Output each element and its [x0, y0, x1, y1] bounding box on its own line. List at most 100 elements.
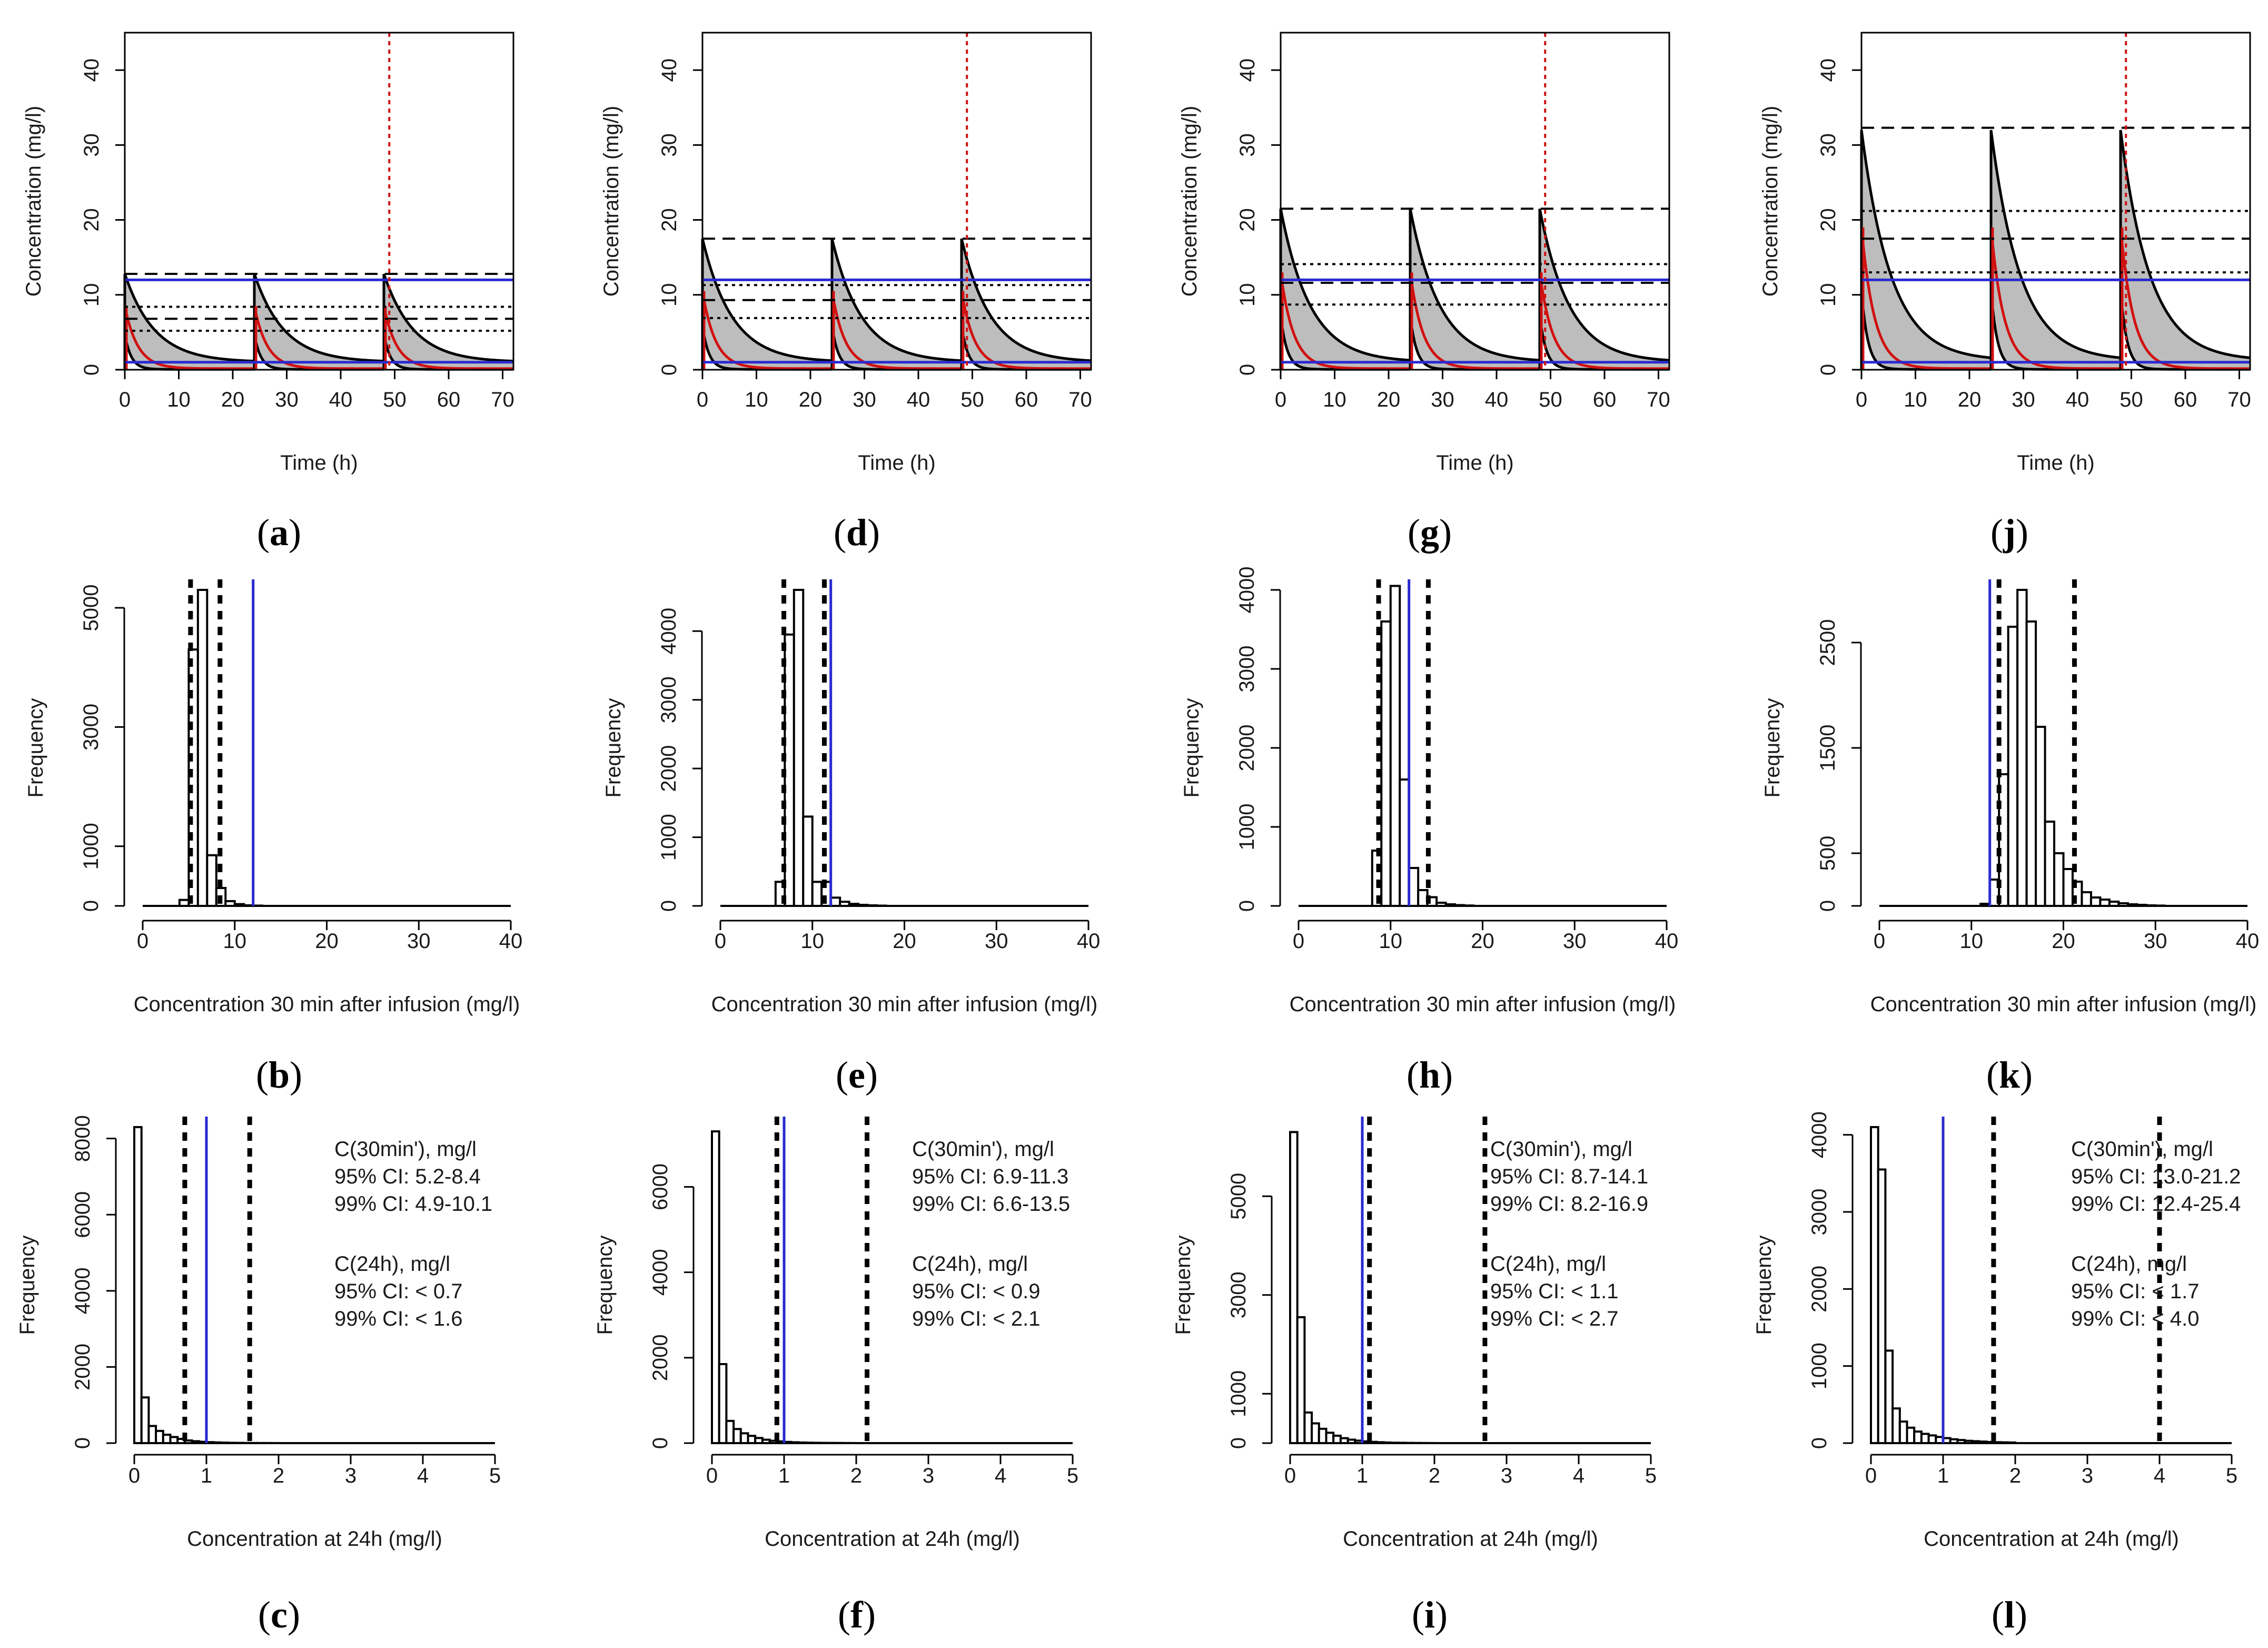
- histogram-bar: [857, 904, 869, 907]
- y-tick-label: 2000: [1808, 1266, 1831, 1313]
- ci-annotation-line: C(30min'), mg/l: [1490, 1138, 1632, 1161]
- y-axis-title: Frequency: [1761, 698, 1784, 798]
- ci-annotation-line: 95% CI: < 0.7: [334, 1280, 462, 1303]
- x-tick-label: 40: [1485, 388, 1509, 411]
- ci-annotation-line: C(24h), mg/l: [912, 1252, 1028, 1276]
- histogram-bar: [1454, 904, 1465, 907]
- panel-label-f: (f): [838, 1594, 876, 1636]
- x-tick-label: 20: [799, 388, 823, 411]
- y-tick-label: 1000: [1227, 1370, 1250, 1417]
- x-tick-label: 0: [1874, 930, 1885, 953]
- histogram-bar: [196, 589, 209, 907]
- x-axis-title: Concentration at 24h (mg/l): [1343, 1527, 1598, 1551]
- ci-annotation-line: 95% CI: 13.0-21.2: [2071, 1165, 2241, 1188]
- x-tick-label: 0: [128, 1464, 140, 1487]
- x-tick-label: 70: [1647, 388, 1670, 411]
- x-tick-label: 10: [801, 930, 825, 953]
- histogram-bar: [1978, 1440, 1988, 1445]
- y-tick-label: 40: [1236, 58, 1259, 82]
- x-tick-label: 60: [437, 388, 461, 411]
- y-tick-label: 5000: [80, 584, 103, 631]
- y-tick-label: 4000: [657, 608, 680, 655]
- histogram-bar: [1339, 1437, 1349, 1444]
- histogram-panel-i: 0 1000 3000 5000 0 1 2 3 4 5 Concentration at 24h …: [1172, 1117, 1657, 1551]
- y-tick-label: 20: [1817, 208, 1840, 232]
- histogram-bar: [811, 881, 823, 907]
- histogram-bar: [2154, 904, 2166, 907]
- y-tick-label: 0: [71, 1437, 94, 1449]
- x-axis-title: Concentration at 24h (mg/l): [187, 1527, 442, 1551]
- histogram-bar: [2053, 852, 2065, 907]
- y-tick-label: 3000: [1235, 646, 1259, 693]
- median-curve: [123, 305, 254, 370]
- upper-curve: [1860, 130, 1992, 359]
- x-tick-label: 0: [1275, 388, 1286, 411]
- x-tick-label: 30: [2144, 930, 2167, 953]
- x-tick-label: 0: [715, 930, 726, 953]
- y-tick-label: 6000: [649, 1163, 672, 1210]
- x-tick-label: 0: [1293, 930, 1304, 953]
- ci-annotation-line: 99% CI: < 4.0: [2071, 1307, 2199, 1330]
- upper-curve: [960, 238, 1092, 362]
- x-tick-label: 20: [1471, 930, 1494, 953]
- x-tick-label: 3: [923, 1464, 934, 1487]
- histogram-bar: [147, 1425, 157, 1445]
- x-tick-label: 70: [1068, 388, 1092, 411]
- x-tick-label: 0: [1865, 1464, 1877, 1487]
- histogram-bar: [1985, 1440, 1995, 1445]
- y-axis-title: Frequency: [1752, 1236, 1776, 1335]
- histogram-bar: [1463, 904, 1475, 907]
- concentration-band: [2121, 130, 2250, 370]
- ci-annotation-line: 99% CI: < 2.7: [1490, 1307, 1618, 1330]
- histogram-bar: [1318, 1427, 1328, 1444]
- histogram-bar: [252, 904, 264, 907]
- x-tick-label: 40: [329, 388, 353, 411]
- x-tick-label: 50: [2120, 388, 2143, 411]
- median-curve: [382, 305, 513, 370]
- ci-annotation-line: 95% CI: < 1.1: [1490, 1280, 1618, 1303]
- x-tick-label: 10: [223, 930, 247, 953]
- x-tick-label: 40: [907, 388, 930, 411]
- y-tick-label: 30: [80, 133, 103, 157]
- y-tick-label: 10: [1817, 283, 1840, 307]
- histogram-bar: [1368, 1440, 1378, 1444]
- panel-label-i: (i): [1412, 1594, 1448, 1636]
- histogram-bar: [1380, 620, 1392, 907]
- x-axis-title: Time (h): [2017, 451, 2094, 475]
- median-curve: [701, 291, 833, 370]
- histogram-bar: [162, 1434, 172, 1445]
- histogram-bar: [1913, 1430, 1923, 1445]
- ci-annotation-line: 99% CI: 8.2-16.9: [1490, 1192, 1648, 1216]
- y-tick-label: 0: [80, 364, 103, 376]
- x-tick-label: 0: [119, 388, 131, 411]
- concentration-band: [1991, 130, 2121, 370]
- x-tick-label: 60: [2174, 388, 2197, 411]
- x-tick-label: 20: [221, 388, 245, 411]
- ci-annotation-line: 99% CI: 6.6-13.5: [912, 1192, 1070, 1216]
- time-course-panel-a: 0 10 20 30 40 0 10 20 30 40 50 60 70 Time (h) Concentr…: [22, 32, 514, 475]
- median-curve: [1989, 227, 2121, 370]
- histogram-bar: [876, 904, 887, 907]
- upper-curve: [1279, 208, 1411, 362]
- histogram-bar: [711, 1130, 720, 1445]
- x-axis-title: Time (h): [1436, 451, 1513, 475]
- x-tick-label: 40: [2236, 930, 2260, 953]
- histogram-bar: [1964, 1439, 1973, 1445]
- y-tick-label: 0: [80, 900, 103, 912]
- y-tick-label: 1000: [80, 823, 103, 870]
- ci-annotation-line: 99% CI: 4.9-10.1: [334, 1192, 492, 1216]
- histogram-bar: [1375, 1441, 1385, 1444]
- concentration-band: [962, 239, 1091, 370]
- x-tick-label: 60: [1593, 388, 1617, 411]
- histogram-bar: [1444, 903, 1457, 907]
- x-tick-label: 4: [995, 1464, 1006, 1487]
- ci-annotation-line: 95% CI: < 0.9: [912, 1280, 1040, 1303]
- panel-label-j: (j): [1990, 511, 2028, 554]
- x-axis-title: Concentration 30 min after infusion (mg/…: [1870, 993, 2257, 1016]
- panel-label-l: (l): [1992, 1594, 2027, 1636]
- x-tick-label: 2: [2009, 1464, 2021, 1487]
- y-axis-title: Frequency: [24, 698, 47, 798]
- ci-annotation-line: 99% CI: < 1.6: [334, 1307, 462, 1330]
- x-tick-label: 30: [1563, 930, 1587, 953]
